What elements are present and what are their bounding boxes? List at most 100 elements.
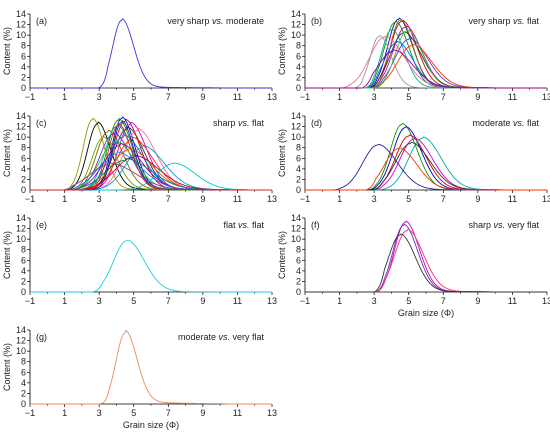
y-tick-label: 12 [16, 224, 26, 234]
x-tick-label: 7 [441, 296, 446, 306]
y-tick-label: 4 [21, 378, 26, 388]
x-tick-label: 1 [62, 408, 67, 418]
x-tick-label: 1 [62, 194, 67, 204]
x-tick-label: 3 [372, 92, 377, 102]
x-tick-label: 1 [62, 296, 67, 306]
series-line-7 [305, 143, 547, 191]
series-line-2 [305, 223, 547, 293]
y-tick-label: 4 [296, 266, 301, 276]
x-tick-label: 3 [372, 296, 377, 306]
panel-letter: (e) [36, 220, 47, 230]
y-tick-label: 12 [291, 20, 301, 30]
y-axis-label: Content (%) [2, 231, 12, 279]
x-tick-label: −1 [300, 92, 310, 102]
y-tick-label: 8 [21, 41, 26, 51]
x-tick-label: 9 [200, 92, 205, 102]
x-tick-label: 5 [406, 194, 411, 204]
x-tick-label: −1 [300, 194, 310, 204]
y-tick-label-zero: 0 [296, 287, 301, 297]
y-tick-label: 6 [21, 153, 26, 163]
y-tick-label-zero: 0 [296, 185, 301, 195]
y-axis-label: Content (%) [277, 231, 287, 279]
x-tick-label: 11 [233, 194, 242, 204]
x-tick-label: 7 [166, 296, 171, 306]
x-tick-label: 11 [508, 194, 517, 204]
x-tick-label: 9 [200, 194, 205, 204]
y-tick-label: 14 [16, 9, 26, 19]
y-tick-label: 10 [291, 234, 301, 244]
x-tick-label: 9 [200, 408, 205, 418]
panel-letter: (b) [311, 16, 322, 26]
y-tick-label: 12 [291, 224, 301, 234]
series-line-14 [305, 49, 547, 89]
panel-title: flat vs. flat [223, 220, 264, 230]
series-line-1 [30, 329, 272, 405]
y-tick-label-zero: 0 [296, 83, 301, 93]
x-tick-label: 1 [337, 92, 342, 102]
x-tick-label: 1 [337, 194, 342, 204]
y-tick-label: 14 [291, 9, 301, 19]
y-tick-label-zero: 0 [21, 287, 26, 297]
y-tick-label: 6 [296, 153, 301, 163]
y-tick-label: 14 [16, 213, 26, 223]
x-tick-label: 13 [542, 92, 550, 102]
x-tick-label: 11 [508, 296, 517, 306]
panel-letter: (f) [311, 220, 320, 230]
x-tick-label: 3 [372, 194, 377, 204]
y-tick-label: 6 [21, 255, 26, 265]
y-tick-label: 2 [21, 72, 26, 82]
x-tick-label: 7 [166, 408, 171, 418]
y-tick-label: 4 [296, 164, 301, 174]
series-line-11 [305, 41, 547, 89]
y-tick-label: 14 [16, 111, 26, 121]
panel-title: moderate vs. flat [472, 118, 539, 128]
x-tick-label: 1 [337, 296, 342, 306]
series-line-2 [305, 126, 547, 191]
y-axis-label: Content (%) [2, 129, 12, 177]
y-tick-label: 8 [296, 41, 301, 51]
y-axis-label: Content (%) [277, 129, 287, 177]
x-tick-label: 13 [542, 296, 550, 306]
y-tick-label-zero: 0 [21, 83, 26, 93]
x-tick-label: −1 [25, 194, 35, 204]
y-tick-label: 2 [296, 174, 301, 184]
x-tick-label: 7 [441, 194, 446, 204]
series-line-5 [305, 136, 547, 191]
series-line-13 [305, 29, 547, 89]
panel-title: very sharp vs. moderate [167, 16, 264, 26]
x-tick-label: 5 [131, 296, 136, 306]
x-tick-label: 9 [475, 296, 480, 306]
y-axis-label: Content (%) [2, 27, 12, 75]
x-tick-label: 3 [97, 408, 102, 418]
x-tick-label: 11 [233, 408, 242, 418]
panel-letter: (d) [311, 118, 322, 128]
x-tick-label: 11 [233, 296, 242, 306]
x-tick-label: −1 [25, 92, 35, 102]
x-tick-label: −1 [25, 408, 35, 418]
series-line-6 [305, 141, 547, 191]
y-tick-label: 2 [21, 388, 26, 398]
y-tick-label: 4 [21, 266, 26, 276]
panel-title: very sharp vs. flat [468, 16, 539, 26]
y-tick-label: 10 [291, 132, 301, 142]
y-tick-label: 10 [291, 30, 301, 40]
y-tick-label: 4 [296, 62, 301, 72]
y-tick-label: 8 [296, 143, 301, 153]
x-tick-label: 7 [441, 92, 446, 102]
x-tick-label: 3 [97, 296, 102, 306]
y-tick-label: 6 [296, 255, 301, 265]
x-tick-label: 9 [475, 92, 480, 102]
y-tick-label: 8 [21, 245, 26, 255]
series-line-3 [305, 228, 547, 293]
x-tick-label: 5 [406, 296, 411, 306]
x-tick-label: 7 [166, 92, 171, 102]
y-tick-label: 6 [21, 367, 26, 377]
y-tick-label: 14 [16, 325, 26, 335]
